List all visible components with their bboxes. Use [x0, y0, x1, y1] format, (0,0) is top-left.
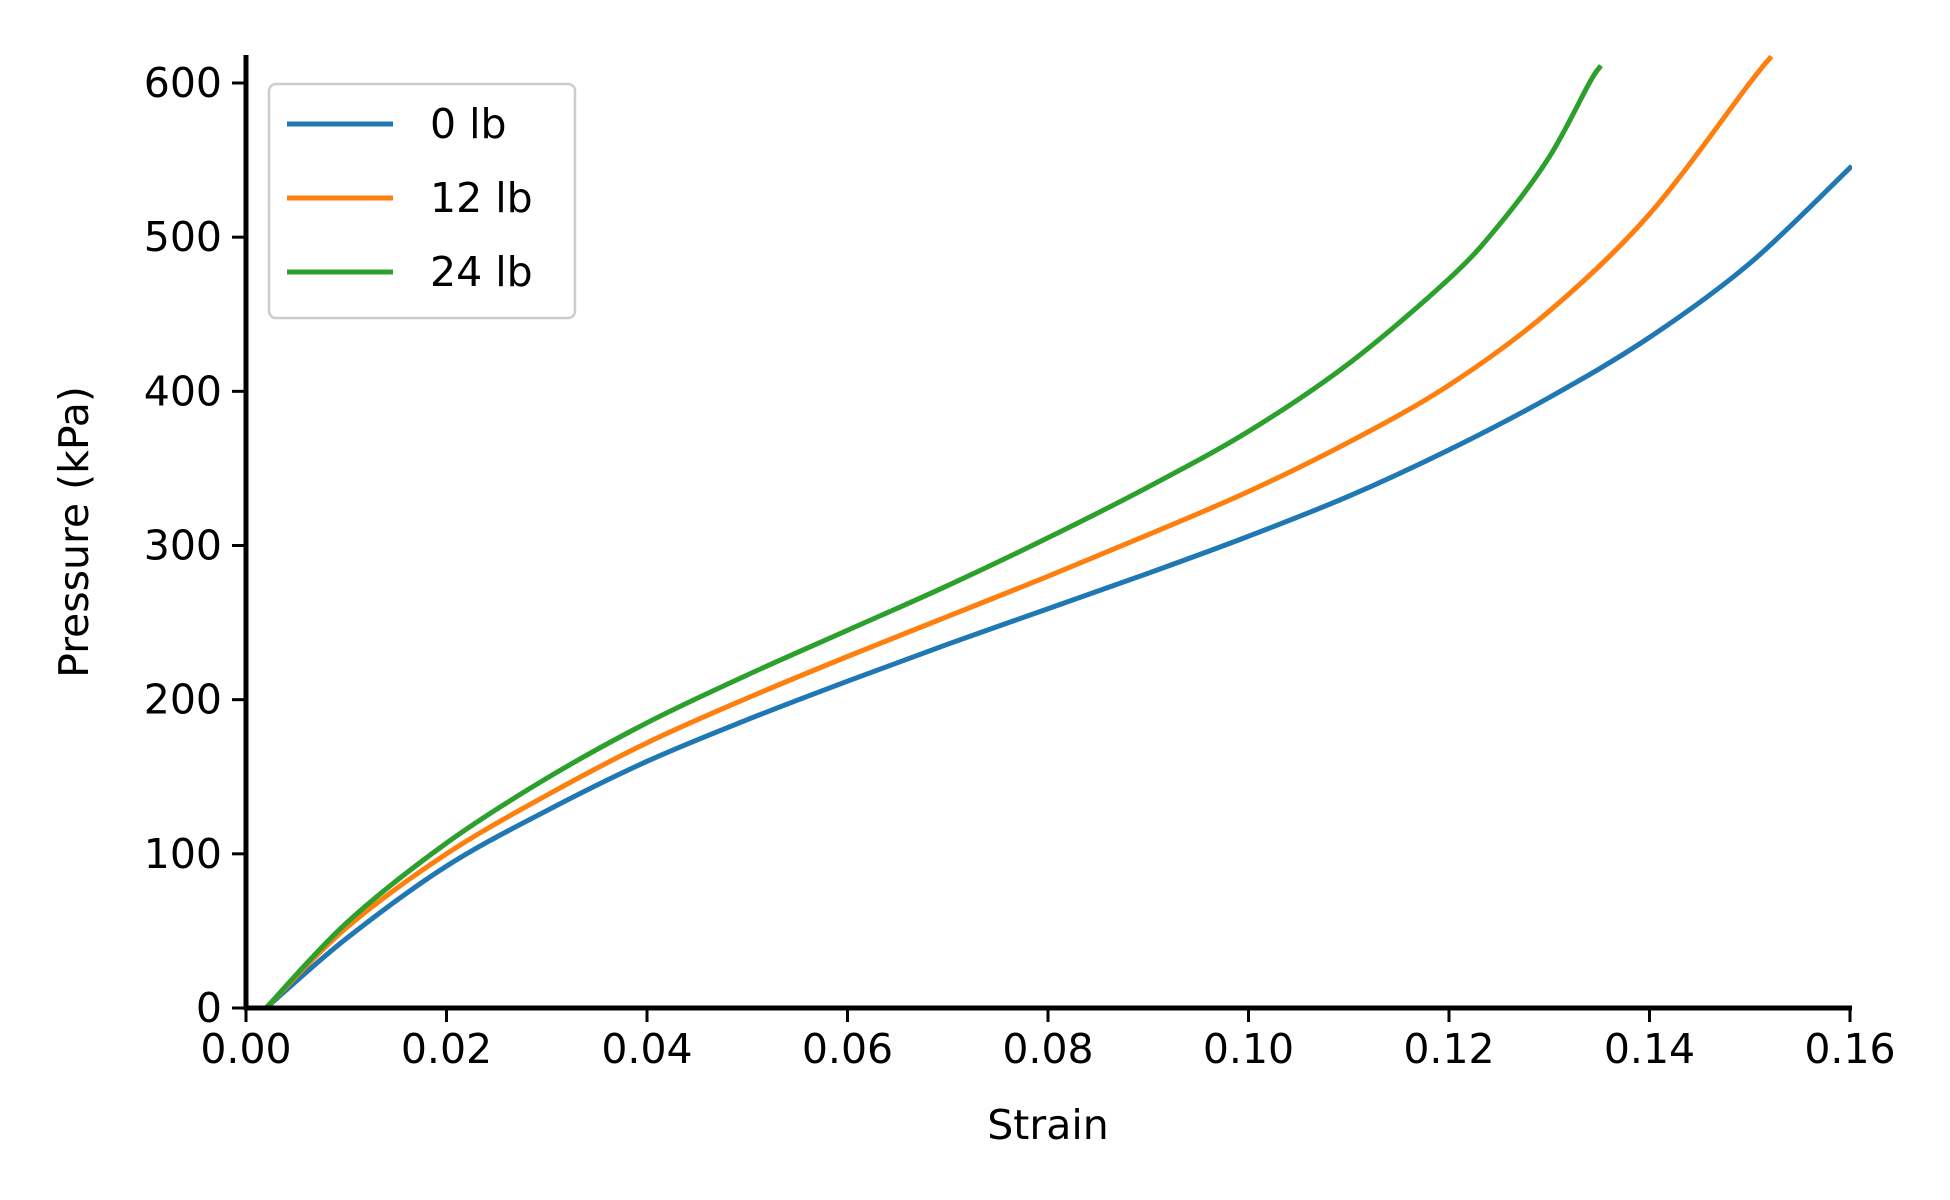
series-line-1 [262, 55, 1774, 1010]
x-ticks: 0.00 0.02 0.04 0.06 0.08 0.10 0.12 0.14 0.16 [200, 1008, 1896, 1073]
legend-frame [267, 82, 577, 320]
y-tick-label: 600 [144, 59, 222, 107]
x-axis-title: Strain [987, 1101, 1108, 1149]
y-tick-label: 200 [144, 676, 222, 724]
series-line-2 [262, 64, 1603, 1010]
x-tick-label: 0.04 [601, 1025, 692, 1073]
legend-label: 0 lb [430, 100, 507, 148]
x-tick-label: 0.16 [1804, 1025, 1895, 1073]
x-tick-label: 0.12 [1403, 1025, 1494, 1073]
x-tick-label: 0.14 [1604, 1025, 1695, 1073]
x-tick-label: 0.00 [200, 1025, 291, 1073]
y-ticks: 0 100 200 300 400 500 600 [144, 59, 246, 1032]
y-axis-title: Pressure (kPa) [50, 386, 98, 678]
y-tick-label: 500 [144, 213, 222, 261]
series-layer [262, 55, 1852, 1010]
y-tick-label: 0 [196, 984, 222, 1032]
x-tick-label: 0.02 [401, 1025, 492, 1073]
legend-label: 24 lb [430, 248, 533, 296]
legend: 0 lb 12 lb 24 lb [267, 82, 577, 320]
x-tick-label: 0.06 [802, 1025, 893, 1073]
x-tick-label: 0.08 [1002, 1025, 1093, 1073]
y-tick-label: 400 [144, 367, 222, 415]
y-tick-label: 100 [144, 830, 222, 878]
y-tick-label: 300 [144, 522, 222, 570]
series-line-0 [262, 164, 1852, 1010]
x-tick-label: 0.10 [1203, 1025, 1294, 1073]
legend-label: 12 lb [430, 174, 533, 222]
